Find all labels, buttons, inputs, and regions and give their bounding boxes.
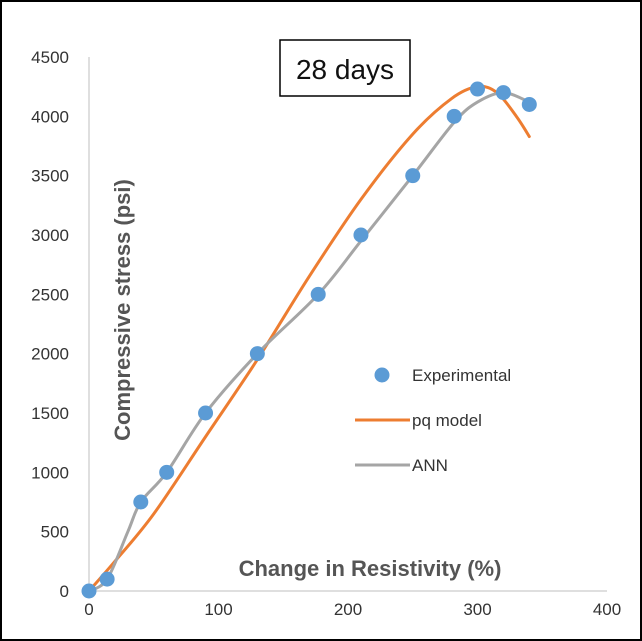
y-tick-label: 3500 (31, 167, 69, 186)
y-tick-label: 4500 (31, 48, 69, 67)
experimental-point (521, 96, 537, 112)
y-tick-label: 4000 (31, 107, 69, 126)
experimental-point (470, 81, 485, 97)
legend-item-ann: ANN (355, 456, 448, 475)
legend-item-experimental: Experimental (374, 366, 511, 385)
x-tick-label: 0 (84, 600, 93, 619)
pq-model-line (87, 84, 531, 593)
experimental-point (198, 405, 214, 421)
x-tick-labels: 0 100 200 300 400 (84, 600, 621, 619)
experimental-point (81, 583, 97, 599)
experimental-point (310, 286, 326, 302)
annotation-box: 28 days (279, 39, 411, 97)
x-axis-title: Change in Resistivity (%) (239, 556, 502, 581)
legend-marker (374, 367, 390, 383)
experimental-point (99, 571, 115, 587)
y-tick-labels: 0 500 1000 1500 2000 2500 3000 3500 4000 4500 (31, 48, 69, 601)
y-tick-label: 3000 (31, 226, 69, 245)
y-tick-label: 0 (60, 582, 69, 601)
legend-label: pq model (412, 411, 482, 430)
legend-label: ANN (412, 456, 448, 475)
y-tick-label: 1000 (31, 463, 69, 482)
experimental-point (353, 227, 369, 243)
experimental-point (405, 168, 421, 184)
annotation-label: 28 days (296, 54, 394, 85)
x-tick-label: 100 (204, 600, 232, 619)
x-tick-label: 200 (334, 600, 362, 619)
ann-line (87, 91, 531, 593)
legend: Experimental pq model ANN (355, 366, 511, 475)
x-tick-label: 400 (593, 600, 621, 619)
axes (88, 57, 607, 592)
legend-label: Experimental (412, 366, 511, 385)
y-tick-label: 2500 (31, 285, 69, 304)
experimental-point (159, 464, 175, 480)
experimental-point (495, 85, 511, 101)
experimental-point (133, 494, 149, 510)
y-axis-title: Compressive stress (psi) (110, 179, 135, 441)
y-tick-label: 2000 (31, 345, 69, 364)
series-points (81, 81, 537, 599)
legend-item-pq-model: pq model (355, 411, 482, 430)
x-tick-label: 300 (463, 600, 491, 619)
experimental-point (446, 108, 462, 124)
y-tick-label: 500 (41, 523, 69, 542)
experimental-point (249, 346, 265, 362)
y-tick-label: 1500 (31, 404, 69, 423)
series-lines (87, 84, 531, 593)
